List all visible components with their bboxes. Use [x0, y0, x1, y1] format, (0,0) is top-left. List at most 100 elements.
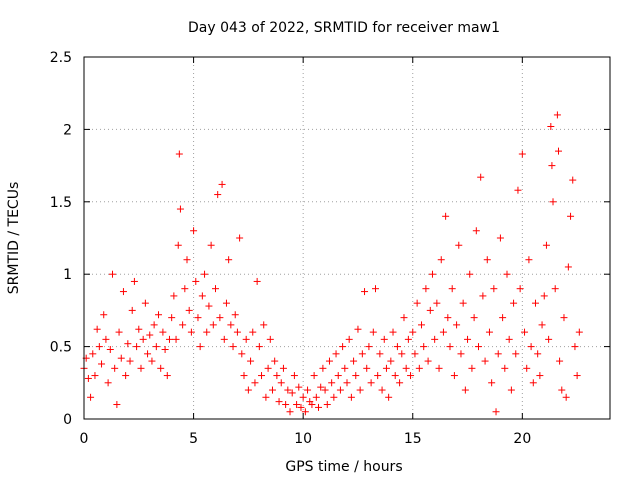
data-points: [80, 111, 583, 416]
data-point: [422, 285, 430, 293]
data-point: [181, 285, 189, 293]
data-point: [420, 343, 428, 351]
data-point: [391, 372, 399, 380]
data-point: [155, 311, 163, 319]
data-point: [126, 357, 134, 365]
data-point: [104, 379, 112, 387]
data-point: [564, 263, 572, 271]
data-point: [341, 364, 349, 372]
x-tick-label: 10: [294, 431, 312, 447]
data-point: [534, 350, 542, 358]
data-point: [198, 292, 206, 300]
data-point: [481, 357, 489, 365]
data-point: [404, 335, 412, 343]
data-point: [117, 354, 125, 362]
data-point: [363, 364, 371, 372]
data-point: [233, 328, 241, 336]
data-point: [87, 393, 95, 401]
data-point: [108, 270, 116, 278]
data-point: [542, 241, 550, 249]
data-point: [157, 364, 165, 372]
data-point: [203, 328, 211, 336]
data-point: [91, 372, 99, 380]
data-point: [308, 401, 316, 409]
x-tick-label: 15: [404, 431, 422, 447]
data-point: [378, 386, 386, 394]
data-point: [113, 401, 121, 409]
data-point: [201, 270, 209, 278]
x-tick-label: 0: [80, 431, 89, 447]
data-point: [512, 350, 520, 358]
data-point: [205, 302, 213, 310]
data-point: [288, 389, 296, 397]
data-point: [135, 325, 143, 333]
data-point: [389, 328, 397, 336]
data-point: [293, 401, 301, 409]
data-point: [516, 285, 524, 293]
data-point: [128, 306, 136, 314]
data-point: [490, 285, 498, 293]
data-point: [450, 372, 458, 380]
data-point: [435, 364, 443, 372]
data-point: [192, 277, 200, 285]
data-point: [194, 314, 202, 322]
data-point: [163, 372, 171, 380]
data-point: [343, 379, 351, 387]
data-point: [84, 374, 92, 382]
data-point: [439, 328, 447, 336]
data-point: [468, 364, 476, 372]
data-point: [350, 357, 358, 365]
data-point: [240, 372, 248, 380]
data-point: [328, 379, 336, 387]
data-point: [558, 386, 566, 394]
data-point: [455, 241, 463, 249]
data-point: [376, 350, 384, 358]
data-point: [332, 350, 340, 358]
data-point: [176, 205, 184, 213]
data-point: [144, 350, 152, 358]
data-point: [227, 321, 235, 329]
data-point: [159, 328, 167, 336]
data-point: [358, 350, 366, 358]
data-point: [354, 325, 362, 333]
data-point: [446, 343, 454, 351]
data-point: [407, 372, 415, 380]
data-point: [396, 379, 404, 387]
data-point: [317, 383, 325, 391]
data-point: [380, 335, 388, 343]
data-point: [426, 306, 434, 314]
data-point: [560, 314, 568, 322]
data-point: [339, 343, 347, 351]
data-point: [115, 328, 123, 336]
data-point: [212, 285, 219, 293]
data-point: [483, 256, 491, 264]
data-point: [428, 270, 436, 278]
data-point: [238, 350, 246, 358]
data-point: [196, 343, 204, 351]
data-point: [507, 386, 515, 394]
data-point: [461, 386, 469, 394]
data-point: [365, 343, 373, 351]
data-point: [207, 241, 215, 249]
data-point: [330, 393, 338, 401]
data-point: [304, 386, 312, 394]
data-point: [95, 343, 103, 351]
data-point: [161, 345, 169, 353]
data-point: [175, 150, 183, 158]
y-tick-label: 0.5: [50, 340, 72, 356]
data-point: [334, 372, 342, 380]
x-axis-label: GPS time / hours: [285, 459, 402, 475]
data-point: [168, 314, 176, 322]
data-point: [133, 343, 141, 351]
x-tick-label: 20: [513, 431, 531, 447]
data-point: [472, 227, 480, 235]
data-point: [172, 335, 180, 343]
data-point: [286, 408, 294, 416]
data-point: [413, 299, 421, 307]
chart-title: Day 043 of 2022, SRMTID for receiver maw…: [188, 20, 500, 36]
data-point: [336, 386, 344, 394]
y-tick-label: 1: [63, 267, 72, 283]
y-axis-label: SRMTID / TECUs: [6, 182, 22, 295]
data-point: [398, 350, 406, 358]
grid: [84, 57, 610, 419]
